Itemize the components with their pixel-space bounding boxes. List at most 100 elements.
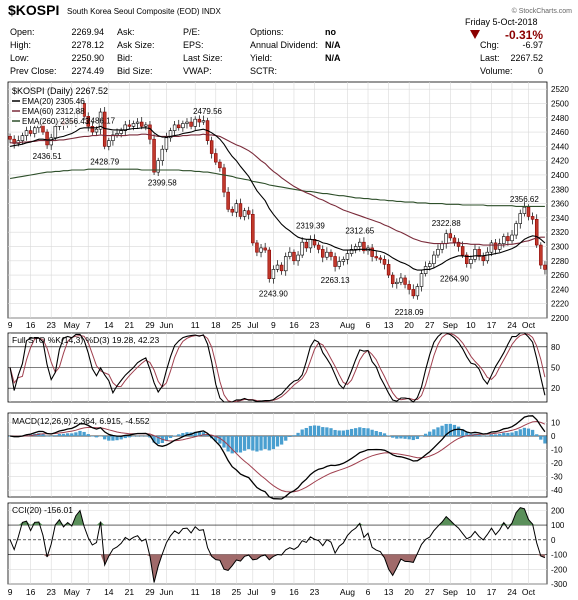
candle-body — [8, 136, 12, 140]
macd-histogram-bar — [465, 432, 469, 437]
macd-histogram-bar — [481, 435, 485, 437]
candle-body — [349, 249, 354, 254]
candle-body — [308, 239, 313, 249]
quote-value: 2278.12 — [71, 40, 104, 50]
candle-body — [197, 118, 202, 123]
macd-histogram-bar — [251, 436, 255, 451]
legend-bg — [11, 116, 83, 126]
candle-body — [325, 251, 329, 258]
quote-value: 2267.52 — [510, 53, 543, 63]
x-tick-label: 20 — [404, 587, 414, 597]
candle-body — [189, 121, 193, 127]
symbol: $KOSPI — [8, 2, 59, 18]
candle-body — [312, 239, 317, 246]
macd-histogram-bar — [354, 428, 358, 437]
quote-label: Low: — [10, 53, 29, 63]
change-percent: -0.31% — [505, 28, 543, 42]
y-tick-label: 2360 — [551, 200, 569, 209]
macd-histogram-bar — [432, 429, 436, 437]
candle-body — [119, 130, 123, 134]
x-tick-label: 6 — [366, 587, 371, 597]
x-tick-label: Sep — [443, 587, 458, 597]
quote-value: N/A — [325, 40, 341, 50]
candle-body — [177, 124, 181, 129]
macd-histogram-bar — [214, 436, 218, 442]
x-tick-label: 27 — [425, 320, 435, 330]
macd-histogram-bar — [444, 423, 448, 437]
candle-body — [152, 138, 156, 173]
macd-histogram-bar — [275, 436, 280, 447]
macd-histogram-bar — [419, 436, 424, 437]
macd-histogram-bar — [296, 432, 300, 437]
macd-histogram-bar — [127, 436, 132, 438]
candle-body — [86, 116, 90, 127]
price-legend-title: $KOSPI (Daily) 2267.52 — [12, 86, 108, 96]
quote-label: Chg: — [480, 40, 499, 50]
candle-body — [358, 241, 362, 247]
quote-label: Last Size: — [183, 53, 223, 63]
quote-label: Annual Dividend: — [250, 40, 318, 50]
macd-histogram-bar — [333, 429, 337, 437]
macd-histogram-bar — [423, 433, 428, 437]
candle-body — [469, 259, 473, 264]
candle-body — [90, 126, 95, 133]
candle-body — [115, 133, 119, 136]
candle-body — [448, 233, 453, 239]
candle-body — [465, 254, 469, 264]
price-annotation: 2486.17 — [86, 116, 115, 125]
macd-histogram-bar — [74, 432, 78, 437]
y-tick-label: 2520 — [551, 85, 569, 94]
candle-body — [144, 124, 148, 127]
macd-histogram-bar — [226, 436, 230, 452]
candle-body — [164, 137, 169, 150]
candle-body — [288, 251, 292, 257]
legend-entry: EMA(60) 2312.88 — [22, 107, 85, 116]
candle-body — [201, 120, 206, 123]
macd-histogram-bar — [461, 429, 465, 437]
candle-body — [374, 256, 378, 259]
macd-histogram-bar — [304, 427, 308, 437]
macd-histogram-bar — [345, 429, 350, 437]
macd-histogram-bar — [407, 436, 411, 440]
y-tick-label: 2380 — [551, 185, 569, 194]
macd-histogram-bar — [391, 436, 395, 438]
candle-body — [168, 130, 173, 139]
macd-histogram-bar — [321, 427, 325, 437]
candle-body — [411, 289, 416, 297]
candle-body — [304, 241, 309, 249]
macd-histogram-bar — [148, 436, 152, 438]
x-tick-label: Oct — [522, 587, 536, 597]
candle-body — [530, 216, 535, 220]
candle-body — [94, 128, 99, 133]
macd-histogram-bar — [98, 435, 103, 437]
macd-histogram-bar — [82, 431, 86, 437]
candle-body — [518, 213, 522, 224]
candle-body — [485, 251, 490, 262]
x-tick-label: 27 — [425, 587, 435, 597]
macd-histogram-bar — [172, 435, 177, 437]
candle-body — [510, 234, 514, 242]
candle-body — [296, 254, 300, 262]
quote-value: no — [325, 27, 336, 37]
macd-histogram-bar — [477, 434, 481, 437]
candle-body — [337, 261, 341, 267]
macd-histogram-bar — [86, 434, 90, 437]
y-tick-label: 80 — [551, 343, 560, 352]
price-annotation: 2263.13 — [321, 276, 350, 285]
y-tick-label: 200 — [551, 506, 565, 515]
macd-histogram-bar — [382, 433, 387, 437]
y-tick-label: 2240 — [551, 285, 569, 294]
price-annotation: 2428.79 — [90, 157, 119, 166]
candle-body — [341, 259, 346, 262]
macd-histogram-bar — [349, 428, 354, 437]
macd-histogram-bar — [325, 427, 329, 437]
x-tick-label: Jun — [160, 320, 174, 330]
candle-body — [238, 203, 243, 217]
macd-histogram-bar — [526, 428, 531, 437]
quote-label: Prev Close: — [10, 66, 57, 76]
macd-histogram-bar — [242, 436, 247, 451]
macd-histogram-bar — [57, 433, 62, 437]
macd-histogram-bar — [411, 436, 415, 441]
candle-body — [131, 123, 136, 127]
candle-body — [497, 243, 502, 250]
